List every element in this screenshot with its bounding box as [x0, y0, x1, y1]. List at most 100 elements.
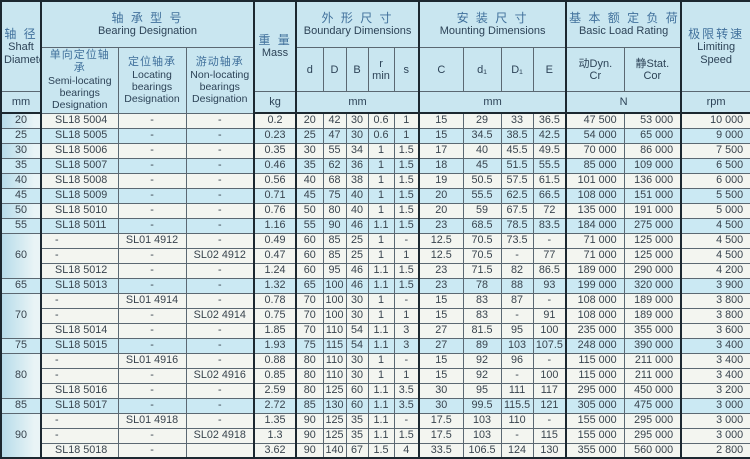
cell-d1: 78 [462, 277, 502, 294]
header-col-d: d [295, 47, 324, 92]
cell-d: 60 [295, 247, 324, 264]
cell-d1: 103 [462, 427, 502, 444]
table-row: - - SL02 4914 0.75 70 100 30 1 1 15 83-91 108 000 18… [1, 307, 750, 324]
cell-C: 23 [418, 262, 464, 279]
cell-d: 70 [295, 322, 324, 339]
cell-D1: - [500, 307, 534, 324]
cell-mass: 0.76 [253, 202, 298, 219]
cell-s: 1 [393, 307, 421, 324]
cell-D1: 62.5 [500, 187, 534, 204]
table-header: 轴 径 Shaft Diameter 轴 承 型 号 Bearing Desig… [0, 0, 750, 114]
cell-s: 1 [393, 367, 421, 384]
shaft-diameter-cell: 20 [0, 112, 42, 129]
cell-semi: SL18 5011 [40, 217, 119, 234]
cell-rpm: 3 400 [680, 352, 750, 369]
non-locating-zh-label: 游动轴承 [195, 55, 244, 68]
cell-d: 25 [295, 127, 324, 144]
cell-C: 20 [418, 187, 464, 204]
table-row: 35 SL18 5007- -0.46 35 62 36 1 1.5 18 45 51.5 55.5 8… [0, 157, 750, 174]
cell-non: SL02 4912 [185, 247, 256, 264]
cell-E: 91 [532, 307, 568, 324]
cell-rpm: 3 000 [680, 427, 750, 444]
cell-non: - [185, 157, 256, 174]
cell-r: 1 [367, 307, 395, 324]
cell-D: 100 [322, 307, 347, 324]
bearing-en-label: Bearing Designation [97, 25, 198, 37]
cell-loc: - [117, 397, 187, 414]
cell-r: 1.1 [367, 427, 395, 444]
table-row: - - SL02 4916 0.85 80 110 30 1 1 15 92-100 115 000 2… [1, 367, 750, 384]
cell-cor: 189 000 [623, 292, 683, 309]
r-label: r [379, 57, 383, 70]
cell-E: 130 [532, 442, 568, 459]
header-boundary-dimensions: 外 形 尺 寸 Boundary Dimensions [295, 0, 421, 48]
cell-D: 125 [322, 412, 347, 429]
cell-s: 1.5 [393, 142, 421, 159]
cell-B: 67 [345, 442, 369, 459]
cell-D1: - [500, 367, 534, 384]
cell-semi: SL18 5007 [40, 157, 119, 174]
cell-mass: 2.72 [253, 397, 298, 414]
cell-semi: SL18 5004 [40, 112, 119, 129]
cell-D1: 88 [500, 277, 534, 294]
cell-E: - [532, 232, 568, 249]
unit-speed-rpm: rpm [680, 91, 750, 114]
cell-d: 45 [295, 187, 324, 204]
cell-B: 35 [345, 427, 369, 444]
cell-d1: 50.5 [462, 172, 502, 189]
cell-semi: SL18 5016 [40, 382, 119, 399]
cell-mass: 1.3 [253, 427, 298, 444]
stat-label: 静Stat. [635, 57, 670, 70]
cell-d: 55 [295, 217, 324, 234]
cell-d1: 83 [462, 307, 502, 324]
cell-D: 95 [322, 262, 347, 279]
cell-C: 33.5 [418, 442, 464, 459]
cell-B: 25 [345, 247, 369, 264]
cell-semi: SL18 5013 [40, 277, 119, 294]
cell-d1: 81.5 [462, 322, 502, 339]
cell-s: - [393, 412, 421, 429]
cell-D: 100 [322, 292, 347, 309]
cell-cor: 189 000 [623, 307, 683, 324]
cell-E: 55.5 [532, 157, 568, 174]
shaft-diameter-cell: 50 [0, 202, 42, 219]
cell-cor: 211 000 [623, 367, 683, 384]
cell-semi: SL18 5008 [40, 172, 119, 189]
cell-C: 27 [418, 322, 464, 339]
cell-loc: - [117, 202, 187, 219]
cell-E: 49.5 [532, 142, 568, 159]
cell-semi: - [40, 427, 119, 444]
cell-d1: 70.5 [462, 232, 502, 249]
cell-s: 3.5 [393, 397, 421, 414]
cell-rpm: 6 000 [680, 172, 750, 189]
cell-rpm: 4 200 [680, 262, 750, 279]
cell-D1: 51.5 [500, 157, 534, 174]
cell-C: 17.5 [418, 412, 464, 429]
header-limiting-speed: 极限转速 Limiting Speed [680, 0, 750, 92]
cr-label: Cr [589, 69, 602, 82]
cell-cr: 115 000 [565, 352, 625, 369]
shaft-en-label-2: Diameter [4, 53, 39, 66]
boundary-zh-label: 外 形 尺 寸 [321, 11, 394, 25]
cell-loc: - [117, 112, 187, 129]
cell-E: 100 [532, 367, 568, 384]
cell-B: 30 [345, 112, 369, 129]
cell-cr: 85 000 [565, 157, 625, 174]
min-label: min [372, 69, 390, 82]
cell-D: 100 [322, 277, 347, 294]
cell-s: 3.5 [393, 382, 421, 399]
header-bearing-designation: 轴 承 型 号 Bearing Designation [40, 0, 256, 48]
table-row: 70- SL01 4914-0.78 70 100 30 1-15 83 87-108 000… [0, 292, 750, 339]
cell-d: 90 [295, 442, 324, 459]
cell-loc: SL01 4918 [117, 412, 187, 429]
header-col-B: B [345, 47, 369, 92]
cell-C: 30 [418, 397, 464, 414]
cell-s: - [393, 292, 421, 309]
cell-rpm: 4 500 [680, 217, 750, 234]
cell-cr: 199 000 [565, 277, 625, 294]
cell-loc: - [117, 337, 187, 354]
cell-C: 12.5 [418, 232, 464, 249]
cell-s: 1.5 [393, 202, 421, 219]
cell-semi: SL18 5018 [40, 442, 119, 459]
cell-mass: 0.75 [253, 307, 298, 324]
